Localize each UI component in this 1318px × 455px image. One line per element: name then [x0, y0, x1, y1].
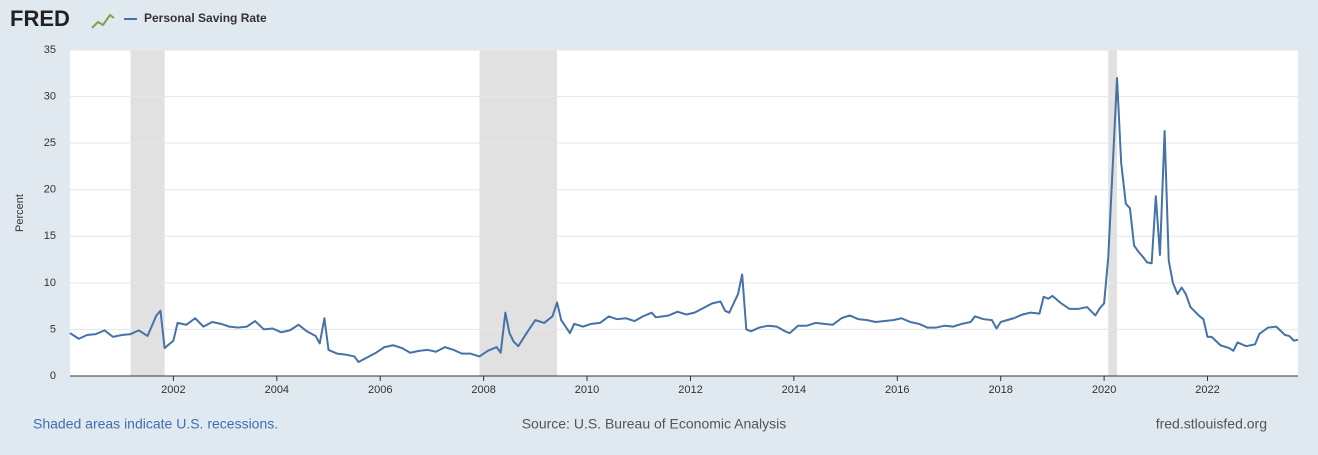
y-tick-label: 20	[44, 184, 56, 196]
x-tick-label: 2002	[161, 384, 185, 396]
x-tick-label: 2018	[988, 384, 1012, 396]
recession-band	[479, 50, 558, 376]
x-tick-label: 2010	[575, 384, 599, 396]
recession-band	[1108, 50, 1118, 376]
source: Source: U.S. Bureau of Economic Analysis	[522, 416, 787, 432]
recession-note[interactable]: Shaded areas indicate U.S. recessions.	[33, 416, 278, 432]
x-tick-label: 2004	[265, 384, 289, 396]
x-tick-label: 2014	[782, 384, 806, 396]
x-tick-label: 2006	[368, 384, 392, 396]
plot-area	[70, 50, 1298, 376]
x-tick-label: 2016	[885, 384, 909, 396]
legend-label: Personal Saving Rate	[144, 11, 267, 25]
y-tick-label: 15	[44, 230, 56, 242]
y-tick-label: 5	[50, 323, 56, 335]
recession-band	[130, 50, 165, 376]
y-tick-label: 0	[50, 370, 56, 382]
x-tick-label: 2020	[1092, 384, 1116, 396]
site-url[interactable]: fred.stlouisfed.org	[1156, 416, 1267, 432]
logo-icon	[91, 13, 115, 29]
y-tick-label: 30	[44, 90, 56, 102]
y-axis-label: Percent	[14, 194, 26, 232]
x-tick-label: 2008	[471, 384, 495, 396]
y-tick-label: 25	[44, 137, 56, 149]
x-tick-label: 2022	[1195, 384, 1219, 396]
y-tick-label: 35	[44, 44, 56, 56]
logo[interactable]: FRED	[10, 6, 70, 31]
y-tick-label: 10	[44, 277, 56, 289]
series-line	[69, 76, 1299, 364]
x-tick-label: 2012	[678, 384, 702, 396]
